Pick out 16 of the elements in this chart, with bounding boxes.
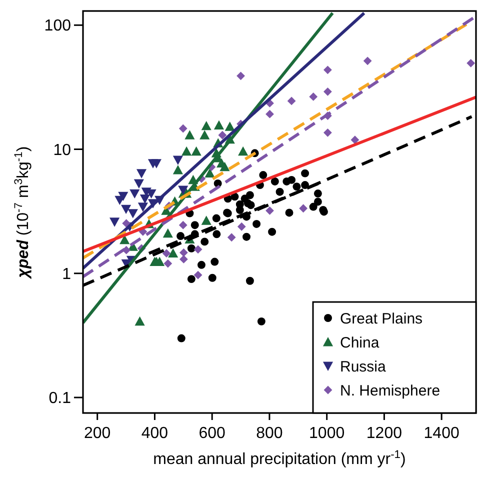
- x-tick-label: 1400: [424, 425, 460, 442]
- y-tick-label: 100: [44, 18, 72, 35]
- x-tick-label: 800: [256, 425, 283, 442]
- x-tick-label: 600: [198, 425, 226, 442]
- x-axis-title: mean annual precipitation (mm yr$^{-1}$): [153, 449, 406, 468]
- y-tick-label: 10: [53, 142, 72, 159]
- legend-label: China: [340, 334, 380, 352]
- legend-label: N. Hemisphere: [340, 382, 440, 400]
- legend-label: Russia: [340, 358, 387, 376]
- y-tick-label: 1: [62, 266, 72, 283]
- legend-label: Great Plains: [340, 310, 423, 328]
- x-tick-label: 1200: [366, 425, 402, 442]
- y-tick-label: 0.1: [48, 390, 72, 408]
- x-tick-label: 1000: [309, 425, 345, 442]
- x-tick-label: 400: [141, 425, 168, 442]
- x-tick-label: 200: [84, 425, 111, 442]
